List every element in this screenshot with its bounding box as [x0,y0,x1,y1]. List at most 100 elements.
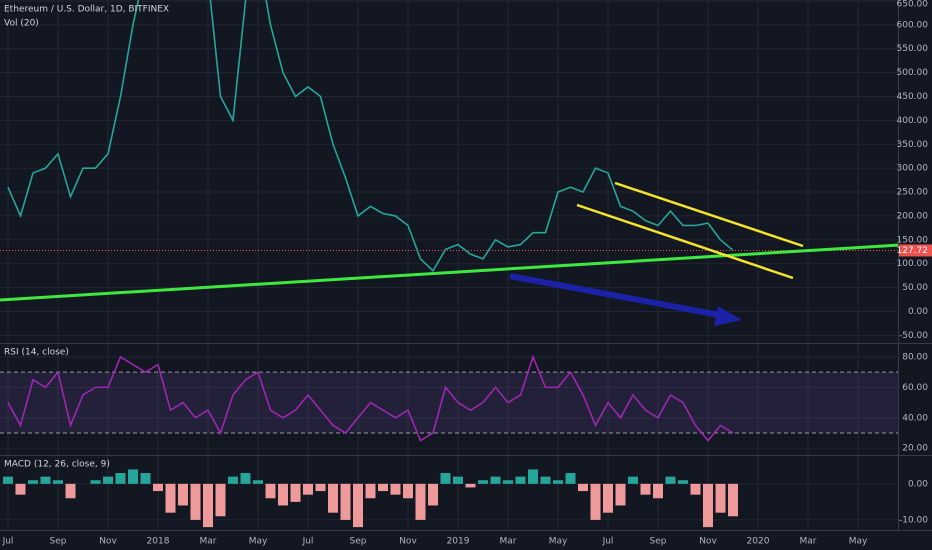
macd-bar [715,483,726,513]
x-tick-label: May [549,537,568,547]
x-tick-label: Jul [302,537,314,547]
macd-bar [478,480,488,484]
macd-bar [390,483,401,495]
macd-bar [190,483,201,520]
macd-bar [115,473,126,484]
macd-bar [40,476,51,484]
macd-bar [303,483,313,495]
macd-bar [615,483,626,506]
macd-bar [140,473,151,484]
macd-bar [315,483,326,492]
rsi-band [0,372,898,433]
x-tick-label: 2018 [147,537,170,547]
macd-bar [253,480,263,484]
macd-bar [515,476,526,484]
macd-bar [353,483,363,528]
macd-bar [553,480,563,484]
x-tick-label: Mar [800,537,817,547]
macd-bar [228,476,238,484]
y-tick-label: 250.00 [897,188,929,198]
macd-bar [28,480,38,484]
macd-bar [203,483,213,528]
macd-bar [365,483,376,499]
macd-bar [653,483,663,499]
y-tick-label: 400.00 [897,116,929,126]
macd-bar [378,483,388,492]
rsi-line [7,354,734,442]
macd-bar [678,480,688,484]
macd-bar [403,483,413,499]
last-price-tag [899,244,932,257]
x-tick-label: 2019 [447,537,470,547]
x-tick-label: May [249,537,268,547]
x-tick-label: Sep [350,537,367,547]
macd-bar [15,483,26,495]
macd-bar [503,480,513,484]
macd-bar [128,469,138,484]
macd-bar [415,483,426,520]
y-tick-label: -10.00 [899,515,928,525]
x-tick-label: Mar [500,537,517,547]
macd-bar [565,473,576,484]
y-tick-label: 0.00 [908,307,928,317]
y-tick-label: 40.00 [902,413,928,423]
x-tick-label: Nov [99,537,117,547]
macd-bar [640,483,651,495]
macd-bar [703,483,713,528]
y-tick-label: 350.00 [897,140,929,150]
grid [0,0,898,530]
macd-bar [103,476,113,484]
x-tick-label: May [849,537,868,547]
channel-lower [576,203,794,280]
rsi-label: RSI (14, close) [4,348,69,358]
macd-bar [215,483,226,517]
arrow-head [714,306,742,326]
volume-arrow [509,273,726,319]
x-tick-label: Sep [50,537,67,547]
macd-bar [90,480,101,484]
price-pane [7,0,734,273]
macd-bar [628,476,638,484]
last-price-label: 127.72 [897,246,929,256]
macd-bar [490,476,501,484]
macd-bar [665,476,676,484]
y-tick-label: 550.00 [897,44,929,54]
macd-bar [178,483,188,506]
x-tick-label: Jul [602,537,614,547]
x-tick-label: Jul [2,537,14,547]
volume-label: Vol (20) [4,19,39,29]
macd-bar [603,483,613,513]
macd-bar [440,473,451,484]
macd-bar [428,483,438,506]
y-tick-label: 50.00 [902,283,928,293]
macd-bar [465,483,476,488]
macd-bar [3,476,13,484]
macd-bar [528,469,538,484]
macd-bar [328,483,338,513]
x-tick-label: Sep [650,537,667,547]
macd-bar [65,483,76,499]
macd-bar [240,473,251,484]
macd-bar [165,483,176,513]
macd-bar [290,483,301,502]
channel-upper [614,181,804,248]
y-tick-label: 200.00 [897,211,929,221]
macd-bar [153,483,163,492]
macd-bar [690,483,701,495]
x-tick-label: Nov [699,537,717,547]
macd-label: MACD (12, 26, close, 9) [4,460,110,470]
macd-bar [578,483,588,492]
y-tick-label: -50.00 [899,331,928,341]
macd-bar [540,476,551,484]
support-trendline [0,243,898,302]
macd-bar [265,483,276,499]
y-tick-label: 150.00 [897,235,929,245]
macd-bar [340,483,351,520]
symbol-title: Ethereum / U.S. Dollar, 1D, BITFINEX [4,5,169,15]
y-tick-label: 600.00 [897,20,929,30]
x-tick-label: Nov [399,537,417,547]
marks [0,0,898,528]
annotations [0,181,898,326]
